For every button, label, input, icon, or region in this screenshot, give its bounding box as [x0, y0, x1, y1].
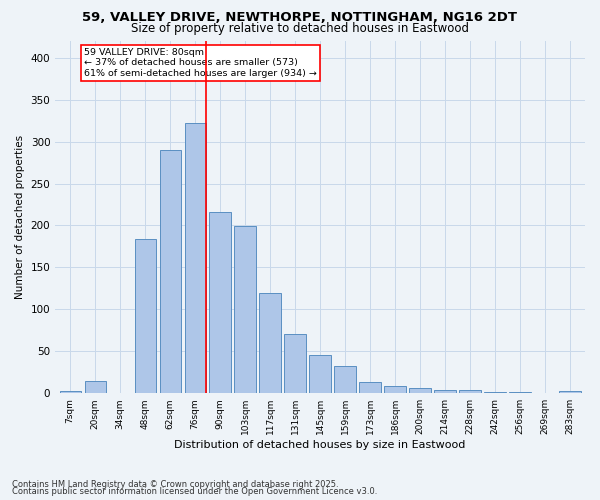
- Y-axis label: Number of detached properties: Number of detached properties: [15, 135, 25, 299]
- Bar: [284, 334, 306, 393]
- Bar: [484, 392, 506, 393]
- Bar: [185, 123, 206, 393]
- Bar: [559, 390, 581, 393]
- Bar: [134, 239, 156, 393]
- Text: 59 VALLEY DRIVE: 80sqm
← 37% of detached houses are smaller (573)
61% of semi-de: 59 VALLEY DRIVE: 80sqm ← 37% of detached…: [85, 48, 317, 78]
- Bar: [209, 212, 231, 393]
- Text: Size of property relative to detached houses in Eastwood: Size of property relative to detached ho…: [131, 22, 469, 35]
- Bar: [59, 390, 81, 393]
- Bar: [235, 226, 256, 393]
- Bar: [334, 366, 356, 393]
- X-axis label: Distribution of detached houses by size in Eastwood: Distribution of detached houses by size …: [175, 440, 466, 450]
- Bar: [160, 150, 181, 393]
- Bar: [509, 392, 530, 393]
- Bar: [385, 386, 406, 393]
- Bar: [259, 292, 281, 393]
- Text: Contains HM Land Registry data © Crown copyright and database right 2025.: Contains HM Land Registry data © Crown c…: [12, 480, 338, 489]
- Bar: [409, 388, 431, 393]
- Bar: [359, 382, 380, 393]
- Bar: [310, 356, 331, 393]
- Text: Contains public sector information licensed under the Open Government Licence v3: Contains public sector information licen…: [12, 487, 377, 496]
- Bar: [434, 390, 455, 393]
- Text: 59, VALLEY DRIVE, NEWTHORPE, NOTTINGHAM, NG16 2DT: 59, VALLEY DRIVE, NEWTHORPE, NOTTINGHAM,…: [83, 11, 517, 24]
- Bar: [85, 380, 106, 393]
- Bar: [460, 390, 481, 393]
